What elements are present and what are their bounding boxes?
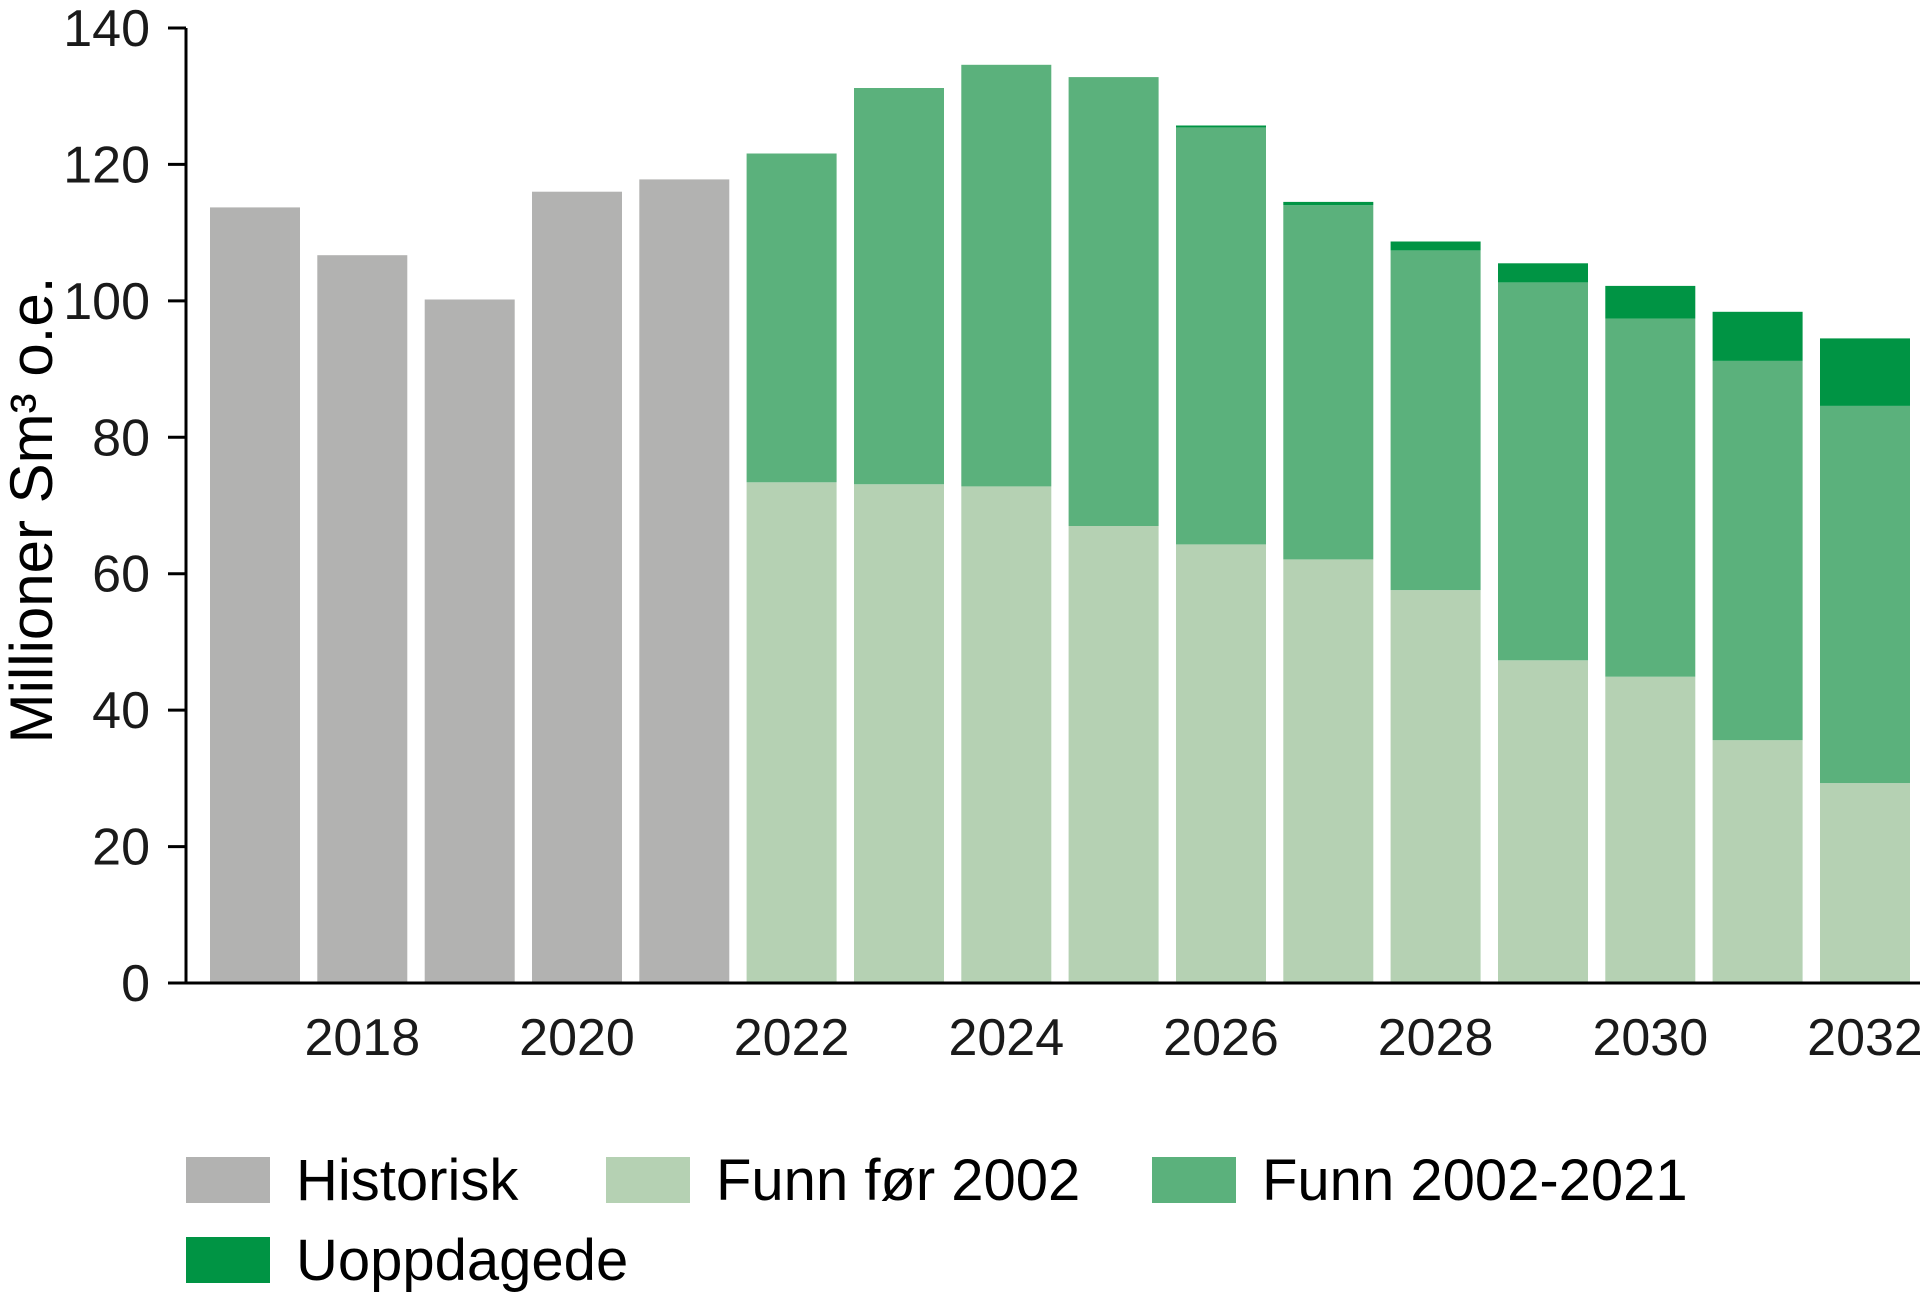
x-tick-label-2022: 2022 — [734, 1009, 850, 1067]
bar-funn-2002-2021-2023 — [854, 88, 944, 485]
legend-swatch-historisk — [186, 1157, 270, 1203]
bar-funn-for-2002-2026 — [1176, 544, 1266, 983]
y-tick-label-20: 20 — [92, 819, 150, 877]
legend-label-funn-2002-2021: Funn 2002-2021 — [1262, 1147, 1688, 1213]
y-axis-label: Millioner Sm³ o.e. — [0, 277, 65, 744]
bar-funn-for-2002-2024 — [961, 486, 1052, 983]
y-tick-label-80: 80 — [92, 409, 150, 467]
x-ticks-group: 2018 2020 2022 2024 2026 2028 2030 2032 — [304, 1009, 1920, 1067]
legend-label-funn-for-2002: Funn før 2002 — [716, 1147, 1081, 1213]
y-tick-label-60: 60 — [92, 546, 150, 604]
bar-uoppdagede-2031 — [1712, 311, 1803, 361]
bars-group — [210, 64, 1910, 983]
bar-funn-for-2002-2031 — [1712, 740, 1803, 983]
bar-funn-2002-2021-2030 — [1605, 318, 1696, 677]
legend-label-historisk: Historisk — [296, 1147, 519, 1213]
legend-row-2: Uoppdagede — [186, 1220, 1786, 1300]
bar-funn-2002-2021-2025 — [1068, 77, 1159, 526]
x-tick-label-2024: 2024 — [948, 1009, 1064, 1067]
legend-label-uoppdagede: Uoppdagede — [296, 1227, 629, 1293]
bar-uoppdagede-2027 — [1283, 201, 1374, 206]
bar-uoppdagede-2028 — [1390, 241, 1481, 251]
bar-funn-2002-2021-2022 — [746, 153, 837, 483]
legend-swatch-funn-for-2002 — [606, 1157, 690, 1203]
legend-swatch-funn-2002-2021 — [1152, 1157, 1236, 1203]
bar-funn-2002-2021-2029 — [1498, 282, 1588, 661]
bar-historisk-2018 — [317, 255, 408, 983]
x-tick-label-2030: 2030 — [1592, 1009, 1708, 1067]
y-tick-label-40: 40 — [92, 682, 150, 740]
x-tick-label-2020: 2020 — [519, 1009, 635, 1067]
bar-uoppdagede-2026 — [1176, 125, 1266, 128]
y-tick-label-100: 100 — [63, 273, 150, 331]
y-tick-label-120: 120 — [63, 136, 150, 194]
x-tick-label-2028: 2028 — [1378, 1009, 1494, 1067]
bar-uoppdagede-2029 — [1498, 263, 1588, 283]
bar-funn-for-2002-2029 — [1498, 660, 1588, 983]
y-tick-label-0: 0 — [121, 955, 150, 1013]
bar-uoppdagede-2030 — [1605, 285, 1696, 319]
bar-historisk-2020 — [532, 191, 622, 983]
x-tick-label-2018: 2018 — [304, 1009, 420, 1067]
bar-funn-2002-2021-2031 — [1712, 360, 1803, 741]
x-tick-label-2026: 2026 — [1163, 1009, 1279, 1067]
legend-item-funn-2002-2021: Funn 2002-2021 — [1152, 1147, 1688, 1214]
bar-uoppdagede-2032 — [1820, 338, 1910, 406]
legend: Historisk Funn før 2002 Funn 2002-2021 U… — [186, 1140, 1786, 1300]
legend-item-funn-for-2002: Funn før 2002 — [606, 1147, 1152, 1214]
bar-historisk-2021 — [639, 179, 730, 983]
legend-item-historisk: Historisk — [186, 1147, 606, 1214]
legend-swatch-uoppdagede — [186, 1237, 270, 1283]
bar-funn-2002-2021-2032 — [1820, 405, 1910, 784]
bar-historisk-2017 — [210, 207, 300, 983]
x-tick-label-2032: 2032 — [1807, 1009, 1920, 1067]
bar-funn-for-2002-2023 — [854, 484, 944, 983]
bar-funn-for-2002-2032 — [1820, 783, 1910, 983]
bar-funn-2002-2021-2026 — [1176, 127, 1266, 545]
bar-funn-for-2002-2025 — [1068, 526, 1159, 983]
bar-historisk-2019 — [424, 299, 515, 983]
bar-funn-2002-2021-2024 — [961, 64, 1052, 487]
bar-funn-2002-2021-2028 — [1390, 250, 1481, 591]
bar-funn-for-2002-2022 — [746, 482, 837, 983]
bar-funn-2002-2021-2027 — [1283, 205, 1374, 560]
y-ticks-group: 0 20 40 60 80 100 120 140 — [63, 0, 186, 1013]
legend-item-uoppdagede: Uoppdagede — [186, 1227, 628, 1294]
bar-funn-for-2002-2027 — [1283, 559, 1374, 983]
bar-funn-for-2002-2030 — [1605, 676, 1696, 983]
legend-row-1: Historisk Funn før 2002 Funn 2002-2021 — [186, 1140, 1786, 1220]
bar-funn-for-2002-2028 — [1390, 590, 1481, 983]
y-tick-label-140: 140 — [63, 0, 150, 58]
